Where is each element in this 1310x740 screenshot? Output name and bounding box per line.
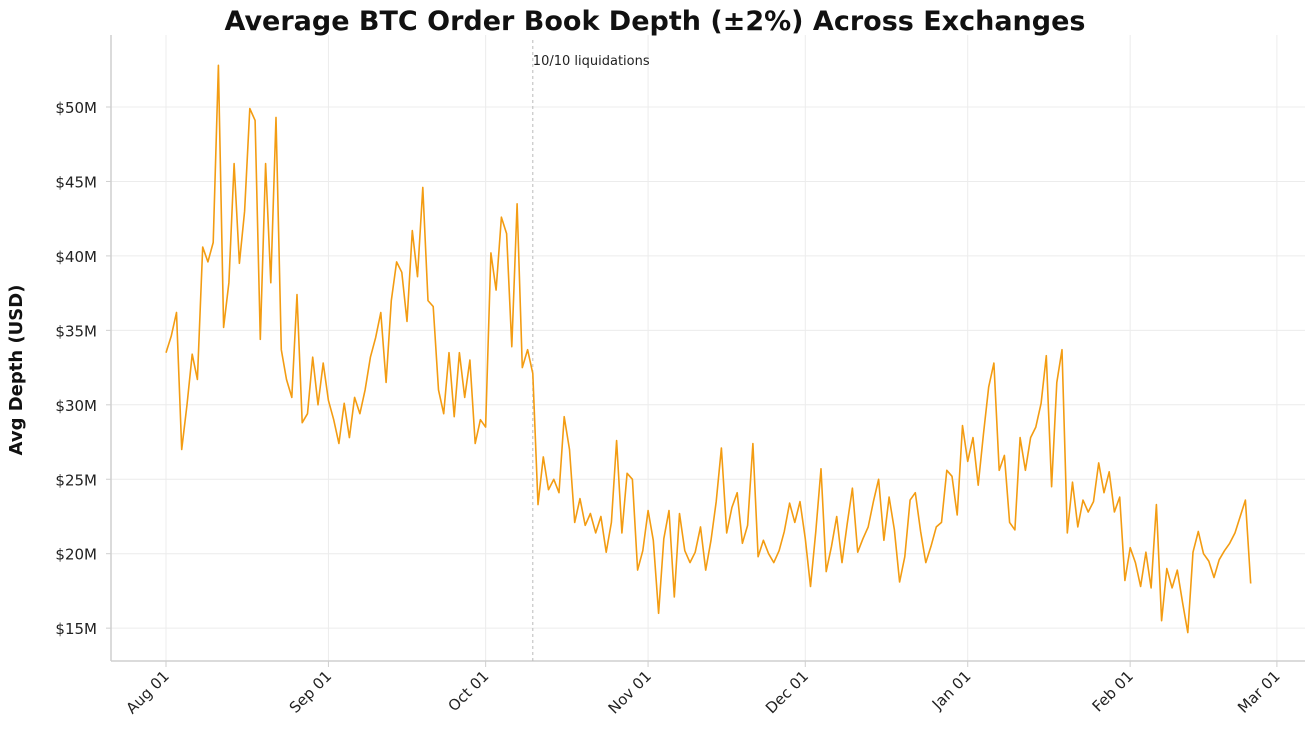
y-tick-label: $35M bbox=[55, 322, 97, 340]
x-tick-label: Oct 01 bbox=[445, 667, 493, 715]
x-tick-label: Feb 01 bbox=[1089, 667, 1137, 715]
y-tick-label: $50M bbox=[55, 99, 97, 117]
gridlines bbox=[111, 35, 1305, 661]
y-axis-label: Avg Depth (USD) bbox=[6, 285, 27, 456]
y-tick-label: $20M bbox=[55, 546, 97, 564]
series-line bbox=[165, 64, 1252, 634]
axes bbox=[110, 35, 1305, 662]
event-annotation: 10/10 liquidations bbox=[532, 40, 650, 661]
y-tick-labels: $15M $20M $25M $30M $35M $40M $45M $50M bbox=[55, 99, 111, 638]
x-tick-label: Nov 01 bbox=[605, 667, 655, 717]
x-tick-labels: Aug 01 Sep 01 Oct 01 Nov 01 Dec 01 Jan 01 Feb … bbox=[123, 661, 1284, 717]
y-tick-label: $45M bbox=[55, 173, 97, 191]
y-tick-label: $40M bbox=[55, 248, 97, 266]
x-tick-label: Aug 01 bbox=[123, 667, 173, 717]
y-tick-label: $15M bbox=[55, 620, 97, 638]
chart-title: Average BTC Order Book Depth (±2%) Acros… bbox=[225, 6, 1086, 37]
x-tick-label: Dec 01 bbox=[762, 667, 812, 717]
y-tick-label: $25M bbox=[55, 471, 97, 489]
annotation-label: 10/10 liquidations bbox=[533, 54, 650, 69]
x-tick-label: Mar 01 bbox=[1234, 667, 1284, 717]
y-tick-label: $30M bbox=[55, 397, 97, 415]
x-tick-label: Jan 01 bbox=[928, 667, 975, 714]
x-tick-label: Sep 01 bbox=[286, 667, 336, 717]
